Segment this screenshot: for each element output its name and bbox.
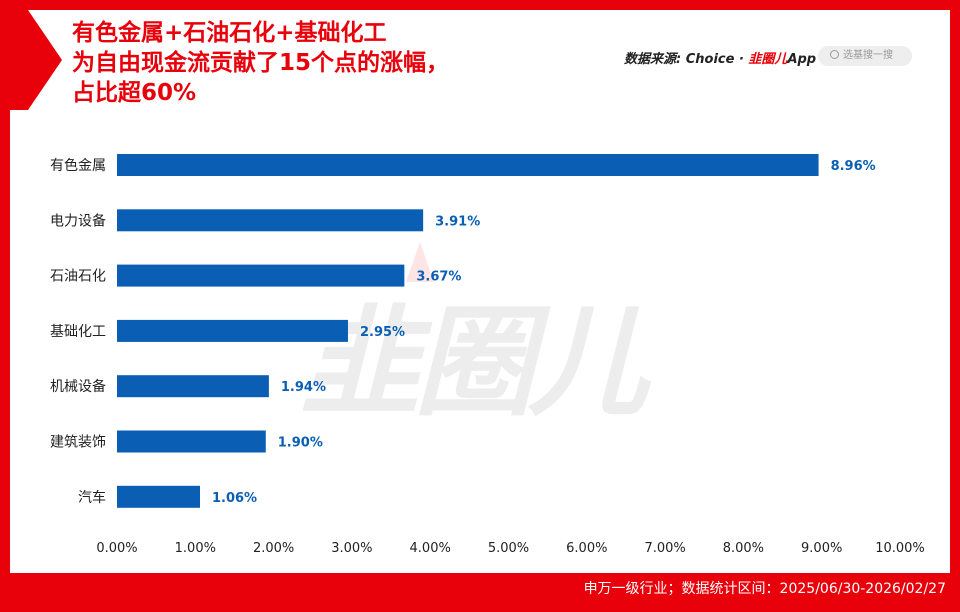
value-label: 3.91% bbox=[435, 214, 480, 229]
category-label: 机械设备 bbox=[50, 378, 106, 395]
value-label: 3.67% bbox=[416, 270, 461, 285]
x-tick-label: 3.00% bbox=[331, 541, 372, 556]
x-tick-label: 4.00% bbox=[410, 541, 451, 556]
value-label: 1.94% bbox=[281, 380, 326, 395]
x-tick-label: 9.00% bbox=[801, 541, 842, 556]
title-line-2: 为自由现金流贡献了15个点的涨幅， bbox=[72, 50, 450, 76]
x-tick-label: 8.00% bbox=[723, 541, 764, 556]
x-tick-label: 7.00% bbox=[644, 541, 685, 556]
x-tick-label: 6.00% bbox=[566, 541, 607, 556]
x-tick-label: 2.00% bbox=[253, 541, 294, 556]
bar bbox=[117, 375, 269, 398]
title-line-3: 占比超60% bbox=[72, 80, 197, 106]
value-label: 1.06% bbox=[212, 491, 257, 506]
value-label: 2.95% bbox=[360, 325, 405, 340]
source-suffix: App bbox=[787, 52, 817, 67]
bar bbox=[117, 154, 819, 176]
source-prefix: 数据来源: Choice · bbox=[624, 52, 749, 67]
bar bbox=[117, 264, 405, 287]
category-label: 汽车 bbox=[78, 489, 106, 506]
data-source: 数据来源: Choice · 韭圈儿App bbox=[624, 48, 816, 67]
x-tick-label: 5.00% bbox=[488, 541, 529, 556]
category-label: 有色金属 bbox=[50, 157, 106, 174]
search-box[interactable]: 选基搜一搜 bbox=[818, 46, 912, 66]
search-placeholder: 选基搜一搜 bbox=[843, 50, 893, 61]
chart-panel: 有色金属+石油石化+基础化工 为自由现金流贡献了15个点的涨幅， 占比超60% … bbox=[10, 10, 950, 573]
category-label: 石油石化 bbox=[50, 269, 106, 285]
x-tick-label: 1.00% bbox=[175, 541, 216, 556]
value-label: 1.90% bbox=[278, 436, 323, 451]
bar bbox=[117, 430, 266, 453]
category-label: 基础化工 bbox=[50, 323, 106, 340]
chart-title: 有色金属+石油石化+基础化工 为自由现金流贡献了15个点的涨幅， 占比超60% bbox=[72, 18, 449, 108]
bar bbox=[117, 319, 348, 342]
source-brand: 韭圈儿 bbox=[748, 52, 788, 67]
category-label: 建筑装饰 bbox=[50, 435, 106, 451]
category-label: 电力设备 bbox=[50, 212, 106, 229]
bar bbox=[117, 209, 424, 232]
footer-note: 申万一级行业；数据统计区间：2025/06/30-2026/02/27 bbox=[583, 581, 946, 597]
search-icon bbox=[830, 50, 839, 59]
value-label: 8.96% bbox=[831, 159, 876, 174]
title-line-1: 有色金属+石油石化+基础化工 bbox=[72, 20, 387, 46]
corner-decoration bbox=[10, 10, 62, 110]
bar bbox=[117, 485, 200, 508]
x-tick-label: 0.00% bbox=[96, 541, 137, 556]
watermark-arrow-icon bbox=[406, 242, 434, 282]
bar-chart: 有色金属 8.96% 电力设备 3.91% 石油石化 3.67% 基础化工 2.95% 机械设备… bbox=[50, 154, 925, 556]
x-tick-label: 10.00% bbox=[875, 541, 925, 556]
